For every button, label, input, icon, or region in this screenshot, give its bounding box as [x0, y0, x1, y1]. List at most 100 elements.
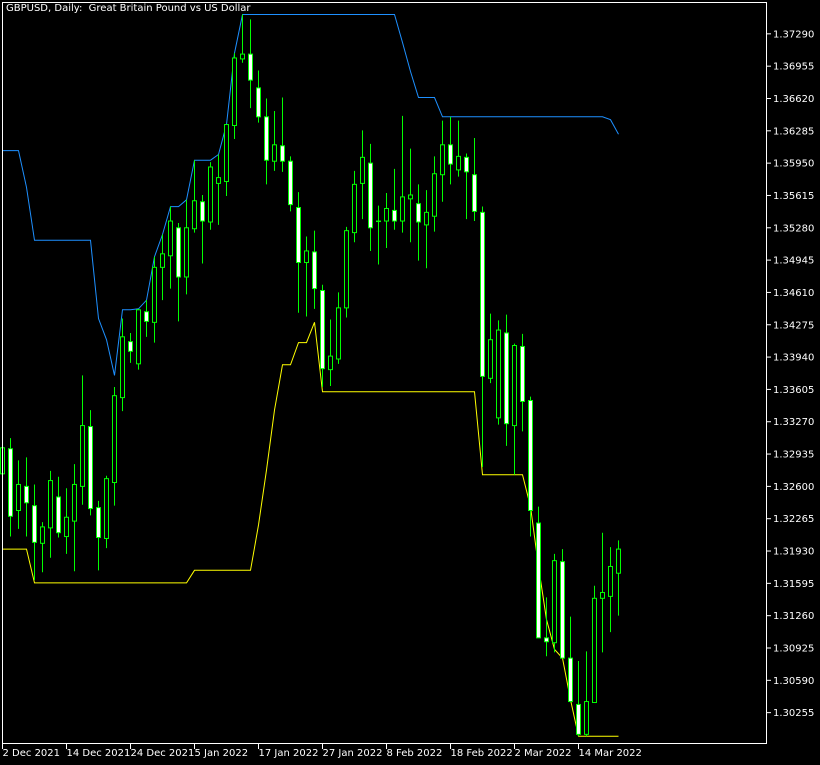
bull-candle: [216, 154, 221, 225]
bear-candle: [320, 284, 325, 387]
y-tick-label: 1.36955: [773, 62, 814, 73]
candle-body: [616, 548, 621, 574]
candle-body: [568, 657, 573, 703]
bear-candle: [32, 484, 37, 580]
x-tick-label: 5 Jan 2022: [195, 748, 249, 759]
candle-body: [224, 124, 229, 182]
candle-body: [136, 309, 141, 365]
candle-body: [48, 480, 53, 529]
bull-candle: [80, 375, 85, 505]
bull-candle: [232, 53, 237, 140]
candle-body: [336, 307, 341, 360]
bear-candle: [504, 314, 509, 446]
bull-candle: [184, 199, 189, 295]
chart-title: GBPUSD, Daily: Great Britain Pound vs US…: [6, 3, 251, 14]
bull-candle: [376, 205, 381, 265]
y-tick-label: 1.31595: [773, 579, 814, 590]
candle-body: [240, 53, 245, 60]
candle-body: [384, 207, 389, 222]
candle-body: [368, 162, 373, 229]
y-tick-label: 1.33270: [773, 417, 814, 428]
candle-body: [464, 156, 469, 173]
candle-body: [400, 196, 405, 222]
bear-candle: [416, 184, 421, 261]
bull-candle: [64, 488, 69, 554]
upper-band-line: [2, 14, 619, 376]
candle-body: [40, 526, 45, 544]
bear-candle: [8, 438, 13, 537]
bear-candle: [464, 153, 469, 220]
x-tick-label: 14 Dec 2021: [67, 748, 131, 759]
y-tick-label: 1.30255: [773, 708, 814, 719]
candle-body: [512, 345, 517, 427]
candle-body: [128, 341, 133, 352]
y-tick-label: 1.34945: [773, 256, 814, 267]
candle-body: [248, 53, 253, 81]
candle-body: [392, 209, 397, 222]
candle-body: [488, 339, 493, 379]
candle-body: [600, 592, 605, 599]
bull-candle: [192, 160, 197, 233]
bear-candle: [312, 230, 317, 309]
bull-candle: [360, 130, 365, 220]
candle-body: [560, 561, 565, 659]
bear-candle: [288, 156, 293, 212]
bull-candle: [496, 320, 501, 425]
candle-body: [192, 200, 197, 230]
candle-body: [200, 201, 205, 222]
bull-candle: [400, 115, 405, 233]
candle-body: [8, 448, 13, 517]
bear-candle: [480, 206, 485, 468]
y-tick-label: 1.34275: [773, 320, 814, 331]
bull-candle: [336, 292, 341, 364]
bear-candle: [176, 222, 181, 322]
bull-candle: [272, 111, 277, 171]
bear-candle: [392, 168, 397, 230]
bear-candle: [544, 597, 549, 657]
bear-candle: [560, 549, 565, 659]
bull-candle: [328, 319, 333, 387]
candle-body: [104, 478, 109, 539]
bear-candle: [576, 661, 581, 737]
candle-body: [544, 637, 549, 643]
bear-candle: [296, 192, 301, 313]
bear-candle: [128, 332, 133, 363]
candle-body: [432, 173, 437, 217]
candles-layer: [0, 14, 621, 737]
x-tick-label: 27 Jan 2022: [323, 748, 383, 759]
bull-candle: [304, 236, 309, 317]
bear-candle: [536, 506, 541, 639]
candle-body: [144, 311, 149, 322]
axes-layer: 1.37290 1.36955 1.36620 1.36285 1.35950 1.356…: [2, 2, 814, 759]
candle-body: [408, 194, 413, 200]
bull-candle: [384, 193, 389, 249]
bear-candle: [472, 138, 477, 222]
candle-body: [112, 395, 117, 484]
candle-body: [24, 485, 29, 504]
y-tick-label: 1.34610: [773, 288, 814, 299]
candle-body: [376, 220, 381, 223]
bull-candle: [488, 313, 493, 384]
x-tick-label: 17 Jan 2022: [259, 748, 319, 759]
y-tick-label: 1.30590: [773, 676, 814, 687]
candle-body: [528, 399, 533, 511]
y-tick-label: 1.32265: [773, 514, 814, 525]
candle-body: [96, 507, 101, 539]
candle-body: [520, 345, 525, 402]
candle-body: [72, 483, 77, 522]
candle-body: [352, 183, 357, 234]
y-tick-label: 1.36285: [773, 126, 814, 137]
y-tick-label: 1.33605: [773, 385, 814, 396]
plot-border: [2, 2, 767, 744]
candle-body: [32, 505, 37, 543]
candle-body: [504, 332, 509, 425]
bull-candle: [344, 226, 349, 318]
candle-body: [168, 220, 173, 257]
bull-candle: [600, 532, 605, 653]
bull-candle: [40, 522, 45, 573]
bull-candle: [352, 170, 357, 243]
y-tick-label: 1.31260: [773, 611, 814, 622]
lower-band-line: [2, 322, 619, 737]
x-tick-label: 14 Mar 2022: [579, 748, 642, 759]
